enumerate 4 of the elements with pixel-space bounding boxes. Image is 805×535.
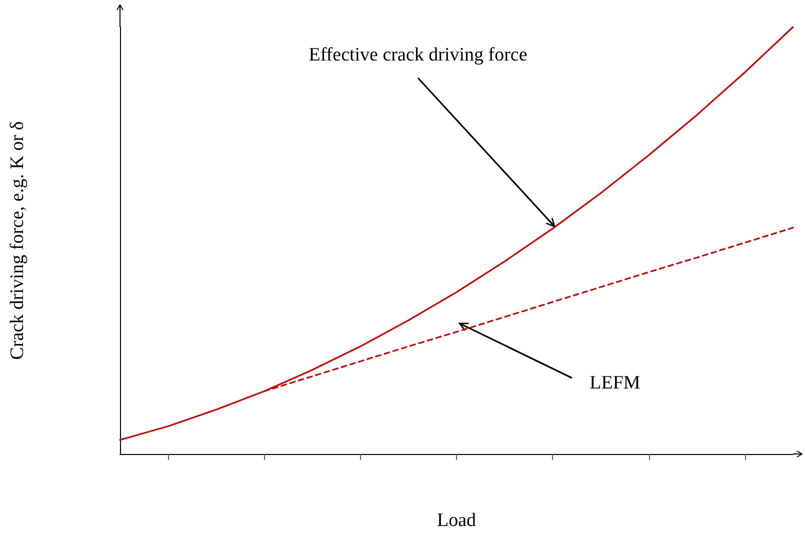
annotation: LEFM: [590, 372, 640, 394]
y-axis-title: Crack driving force, e.g. K or δ: [7, 121, 28, 360]
annotation: Effective crack driving force: [308, 44, 528, 66]
x-axis-title: Load: [436, 510, 477, 531]
